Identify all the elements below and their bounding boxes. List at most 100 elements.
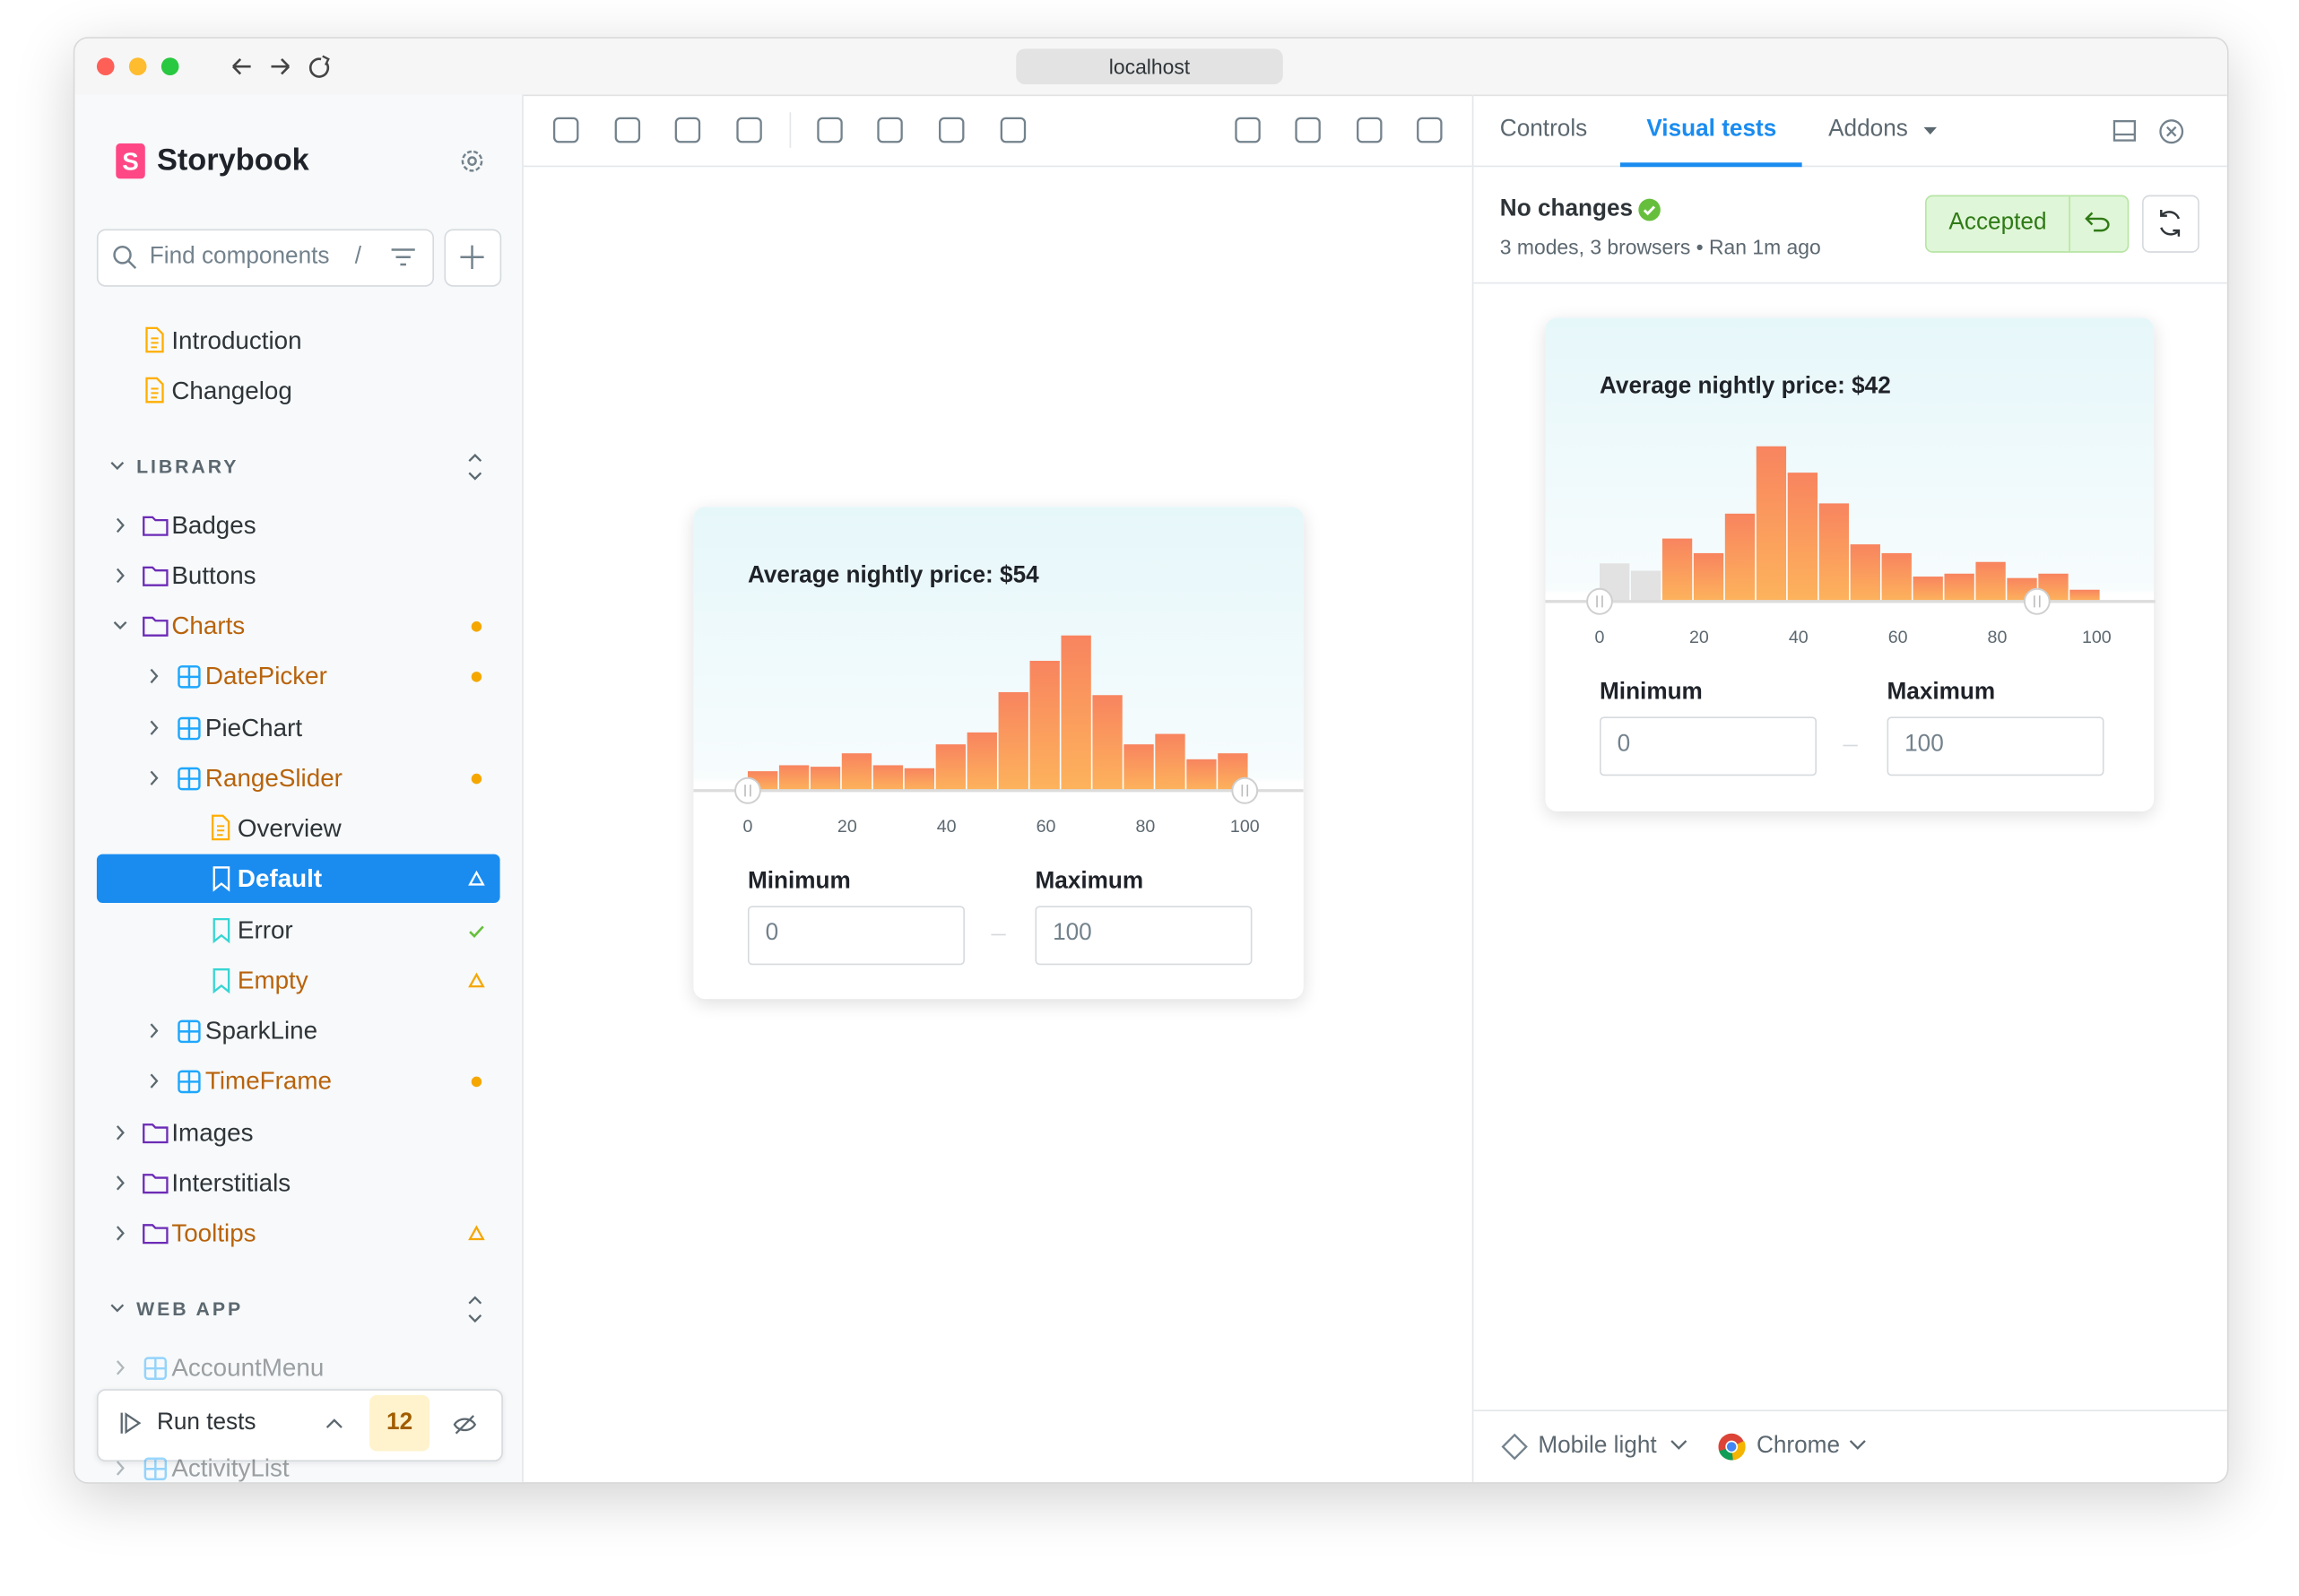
tool-icon bbox=[614, 117, 641, 143]
window-controls[interactable] bbox=[86, 50, 350, 82]
tree-item[interactable]: Overview bbox=[237, 814, 342, 843]
max-label: Maximum bbox=[1035, 869, 1144, 895]
tab[interactable]: Controls bbox=[1499, 117, 1588, 143]
min-input[interactable] bbox=[1600, 716, 1818, 776]
panel-divider bbox=[1471, 94, 1474, 1483]
max-input[interactable] bbox=[1887, 716, 2104, 776]
handle-knob bbox=[2023, 587, 2051, 615]
bar bbox=[1756, 446, 1787, 602]
bar bbox=[1630, 570, 1661, 602]
handle-knob bbox=[1231, 776, 1259, 804]
filter-icon[interactable] bbox=[390, 246, 416, 269]
expand-icon[interactable] bbox=[324, 1416, 344, 1430]
bar bbox=[1850, 544, 1880, 602]
tree-item[interactable]: Empty bbox=[237, 966, 308, 995]
bar bbox=[872, 765, 904, 791]
section-label: LIBRARY bbox=[136, 455, 239, 478]
search-shortcut: / bbox=[354, 243, 362, 269]
status-warning bbox=[468, 870, 485, 886]
tree-icons bbox=[150, 665, 201, 689]
tree-item[interactable]: TimeFrame bbox=[204, 1066, 332, 1096]
bar bbox=[1975, 561, 2006, 602]
tree-item[interactable]: ActivityList bbox=[171, 1453, 290, 1483]
tree-item[interactable]: Changelog bbox=[171, 377, 292, 405]
browser-select[interactable]: Chrome bbox=[1756, 1433, 1841, 1459]
tree-item[interactable]: Interstitials bbox=[171, 1168, 291, 1198]
tree-icons bbox=[150, 1019, 201, 1044]
bar bbox=[1029, 660, 1060, 791]
range-dash bbox=[991, 933, 1006, 936]
status-changed bbox=[471, 1076, 482, 1088]
tool-icon bbox=[1235, 117, 1261, 143]
run-tests-label[interactable]: Run tests bbox=[156, 1410, 256, 1436]
tree-icons bbox=[145, 377, 164, 403]
min-input[interactable] bbox=[747, 906, 965, 966]
bar bbox=[1661, 538, 1693, 602]
status-changed bbox=[471, 621, 482, 632]
tree-icons bbox=[150, 767, 201, 791]
tree-item[interactable]: DatePicker bbox=[204, 662, 327, 690]
search-box[interactable] bbox=[96, 229, 435, 287]
rerun-button[interactable] bbox=[2142, 195, 2199, 253]
tree-item[interactable]: Badges bbox=[171, 511, 256, 540]
bar bbox=[998, 691, 1028, 791]
status: No changes bbox=[1499, 196, 1634, 222]
section-icons[interactable] bbox=[104, 449, 544, 485]
tool-icon bbox=[877, 117, 903, 143]
tree-item[interactable]: Images bbox=[171, 1118, 254, 1147]
tool-icon bbox=[552, 117, 579, 143]
tree-item[interactable]: RangeSlider bbox=[204, 764, 343, 793]
tool-icon bbox=[736, 117, 762, 143]
mode-select[interactable]: Mobile light bbox=[1538, 1433, 1657, 1459]
tree-item[interactable]: AccountMenu bbox=[171, 1353, 325, 1383]
slider-handle bbox=[734, 776, 761, 804]
tree-item[interactable]: Charts bbox=[171, 612, 246, 640]
histogram: 0 20 40 60 80 100 bbox=[1545, 446, 2156, 647]
accepted-button[interactable] bbox=[1925, 195, 2130, 253]
tick-label: 0 bbox=[1595, 628, 1605, 647]
add-icon bbox=[460, 245, 484, 269]
count-badge[interactable] bbox=[369, 1394, 430, 1452]
max-input[interactable] bbox=[1035, 906, 1253, 966]
max-label: Maximum bbox=[1887, 680, 1996, 706]
max-value: 100 bbox=[1904, 731, 1944, 757]
bar bbox=[1913, 577, 1943, 602]
tree-item[interactable]: PieChart bbox=[204, 714, 303, 742]
watch-icon[interactable] bbox=[452, 1411, 478, 1438]
run-icon bbox=[120, 1412, 142, 1435]
bar bbox=[935, 744, 966, 791]
panel-icons[interactable] bbox=[2112, 118, 2186, 145]
tick-label: 20 bbox=[837, 817, 857, 837]
slider-handle bbox=[1586, 587, 1613, 615]
tree-item[interactable]: Introduction bbox=[171, 326, 302, 355]
address-bar[interactable] bbox=[1016, 48, 1283, 84]
tree-item[interactable]: Tooltips bbox=[171, 1219, 256, 1248]
preview-card: Average nightly price: $54 0 20 40 60 80 100 Mi… bbox=[693, 507, 1304, 1000]
undo-icon[interactable] bbox=[2085, 210, 2111, 233]
rerun-icon bbox=[2160, 210, 2181, 237]
tab[interactable]: Addons bbox=[1828, 117, 1908, 143]
tick-label: 80 bbox=[1988, 628, 2008, 647]
tab[interactable]: Visual tests bbox=[1646, 117, 1777, 143]
tree-icons bbox=[113, 616, 169, 637]
test-count: 12 bbox=[386, 1410, 413, 1436]
bar bbox=[1818, 503, 1849, 602]
button-divider bbox=[2069, 196, 2070, 252]
tick-label: 60 bbox=[1888, 628, 1908, 647]
bar bbox=[1693, 552, 1724, 602]
tool-icon bbox=[1000, 117, 1027, 143]
tree-item[interactable]: Default bbox=[237, 864, 323, 893]
min-label: Minimum bbox=[747, 869, 851, 895]
tick-label: 0 bbox=[742, 817, 752, 837]
section-icons[interactable] bbox=[104, 1291, 544, 1327]
tool-icon bbox=[817, 117, 843, 143]
sidebar bbox=[74, 94, 524, 1483]
tree-item[interactable]: Buttons bbox=[171, 561, 256, 590]
tree-item[interactable]: SparkLine bbox=[204, 1016, 318, 1045]
tool-icon bbox=[1295, 117, 1321, 143]
tree-item[interactable]: Error bbox=[237, 915, 293, 945]
tree-icons bbox=[116, 1224, 169, 1245]
settings-icon[interactable] bbox=[459, 148, 485, 175]
histogram: 0 20 40 60 80 100 bbox=[693, 635, 1304, 837]
